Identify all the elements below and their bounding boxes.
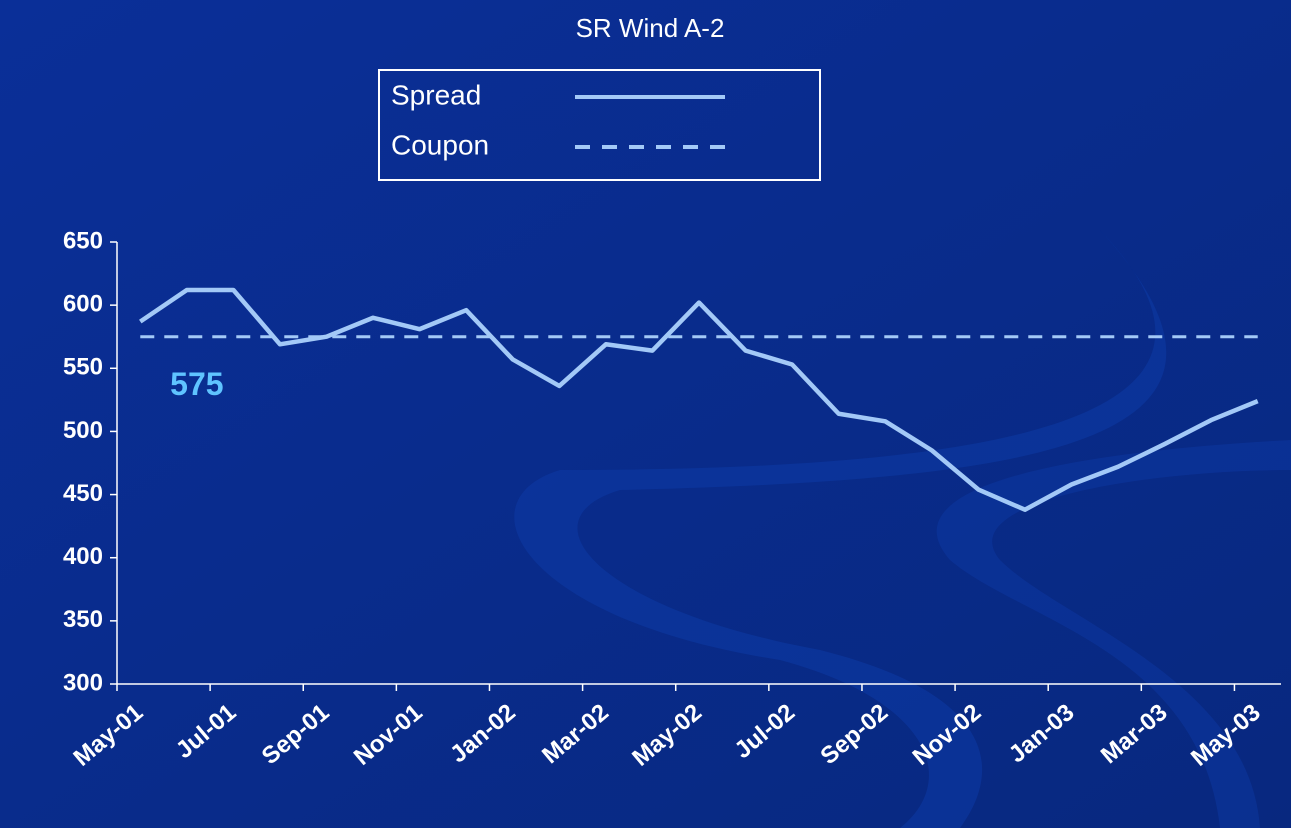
y-tick-label: 500 xyxy=(63,417,103,444)
annotation: 575 xyxy=(170,366,223,402)
y-tick-label: 400 xyxy=(63,543,103,570)
y-tick-label: 350 xyxy=(63,606,103,633)
legend-box xyxy=(378,69,821,181)
y-tick-label: 600 xyxy=(63,290,103,317)
legend: Spread Coupon xyxy=(391,79,725,160)
y-tick-label: 550 xyxy=(63,354,103,381)
series-line xyxy=(139,287,1259,512)
legend-label: Coupon xyxy=(391,129,489,160)
y-tick-label: 450 xyxy=(63,480,103,507)
chart-title: SR Wind A-2 xyxy=(576,13,725,43)
background-swirl xyxy=(936,440,1291,828)
y-tick-label: 650 xyxy=(63,227,103,254)
y-tick-label: 300 xyxy=(63,669,103,696)
legend-label: Spread xyxy=(391,79,481,110)
